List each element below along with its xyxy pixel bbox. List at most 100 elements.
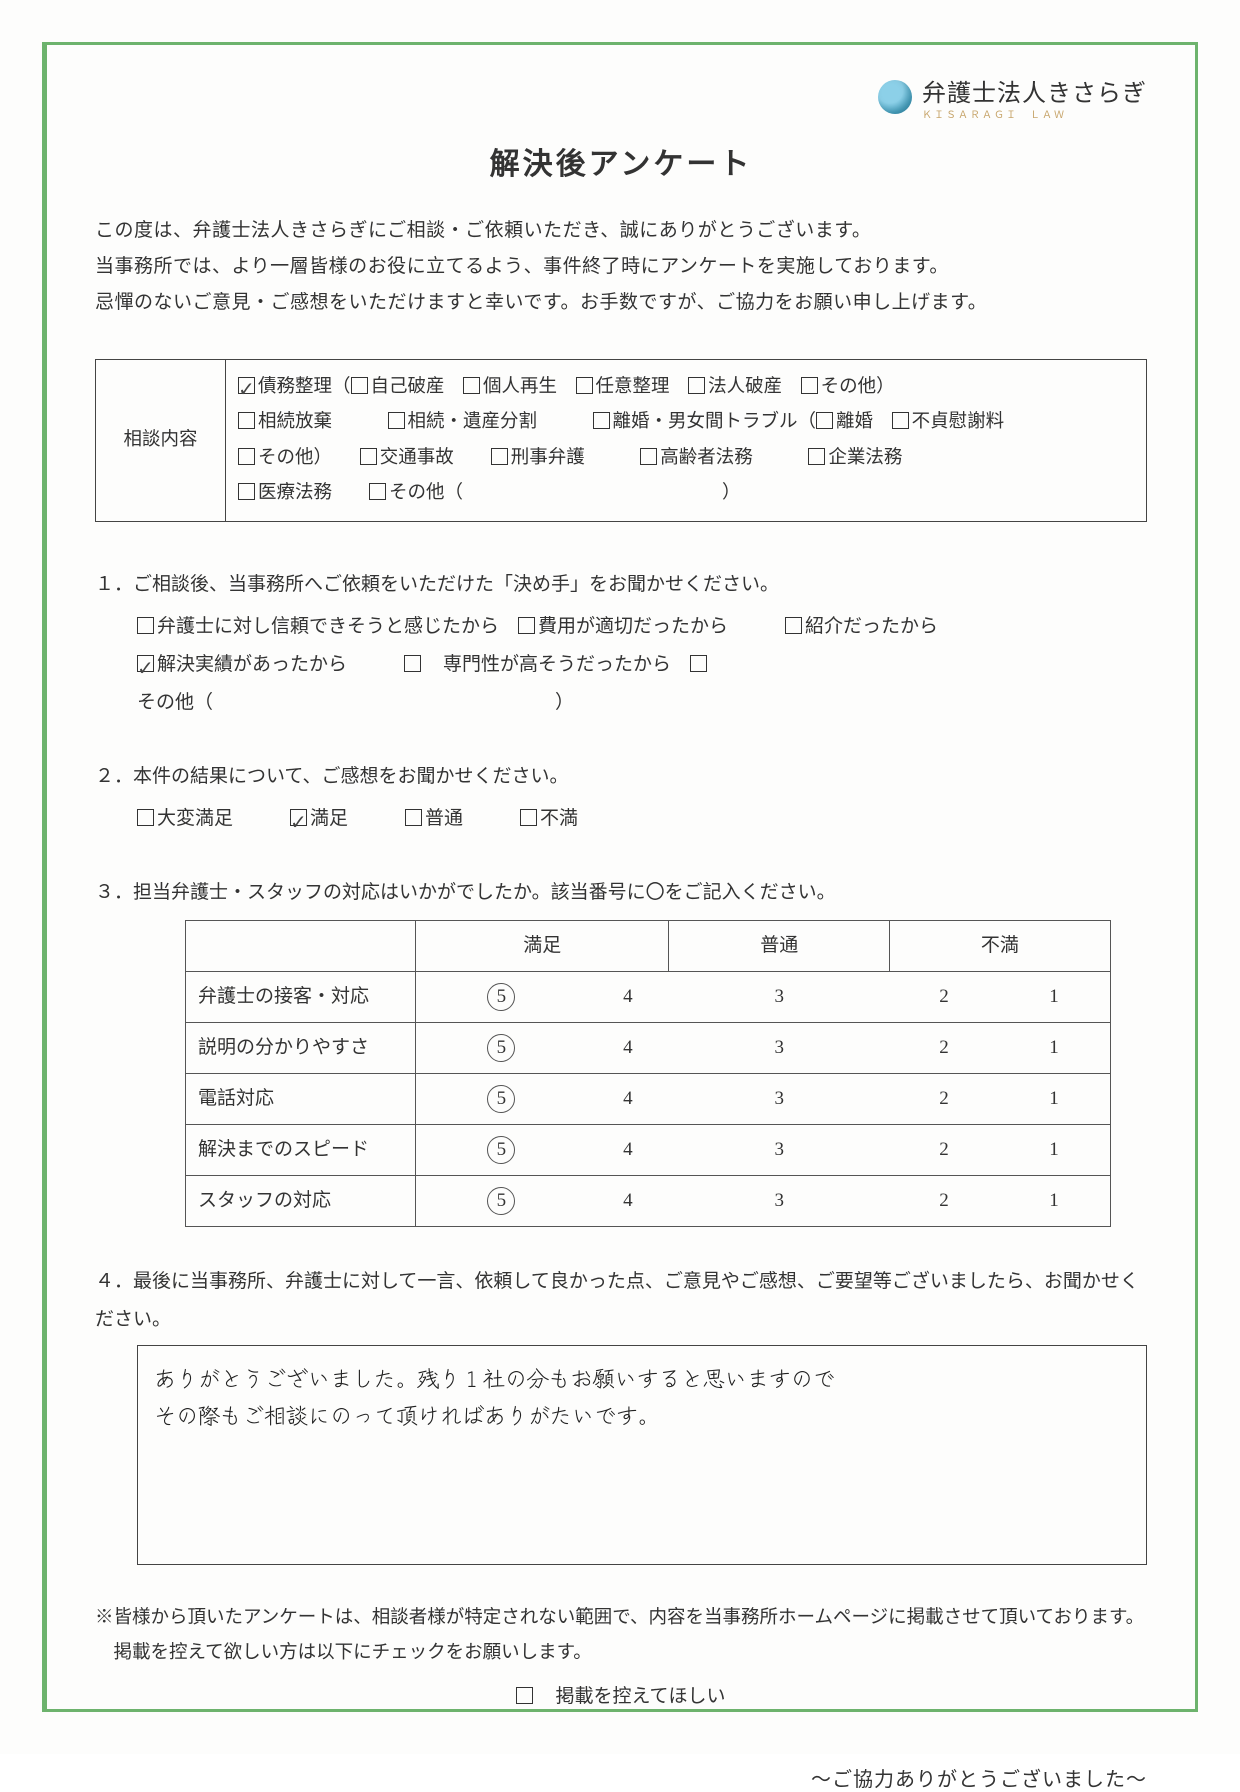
comment-box[interactable]: ありがとうございました。残り１社の分もお願いすると思いますので その際もご相談に…: [137, 1345, 1147, 1565]
checkbox-label: 医療法務: [258, 476, 369, 511]
rating-score-cell[interactable]: 3: [669, 1022, 890, 1073]
checkbox[interactable]: [238, 483, 255, 500]
rating-score-cell[interactable]: 2: [890, 971, 999, 1022]
q4-title: ４．最後に当事務所、弁護士に対して一言、依頼して良かった点、ご意見やご感想、ご要…: [95, 1263, 1147, 1339]
checkbox[interactable]: [238, 412, 255, 429]
checkbox-label: 法人破産: [708, 370, 801, 405]
rating-score-cell[interactable]: 1: [998, 1022, 1110, 1073]
consult-options: 債務整理（自己破産 個人再生 任意整理 法人破産 その他） 相続放棄 相続・遺産…: [226, 360, 1147, 522]
rating-score-cell[interactable]: 4: [587, 1124, 669, 1175]
checkbox[interactable]: [801, 377, 818, 394]
rating-score-cell[interactable]: 4: [587, 1022, 669, 1073]
checkbox[interactable]: [593, 412, 610, 429]
checkbox[interactable]: [137, 809, 154, 826]
withhold-row: 掲載を控えてほしい: [95, 1679, 1147, 1715]
checkbox[interactable]: [690, 655, 707, 672]
rating-row-label: スタッフの対応: [186, 1175, 416, 1226]
circled-score: 5: [487, 1187, 515, 1215]
checkbox[interactable]: [137, 617, 154, 634]
checkbox[interactable]: [238, 377, 255, 394]
checkbox[interactable]: [640, 448, 657, 465]
checkbox[interactable]: [404, 655, 421, 672]
checkbox-label: 債務整理（: [258, 370, 351, 405]
rating-score-cell[interactable]: 2: [890, 1124, 999, 1175]
rating-score-cell[interactable]: 2: [890, 1073, 999, 1124]
checkbox[interactable]: [520, 809, 537, 826]
checkbox[interactable]: [388, 412, 405, 429]
checkbox-label: 交通事故: [380, 441, 491, 476]
rating-row-label: 弁護士の接客・対応: [186, 971, 416, 1022]
checkbox[interactable]: [290, 809, 307, 826]
checkbox-label: 弁護士に対し信頼できそうと感じたから: [157, 608, 518, 646]
circled-score: 5: [487, 1085, 515, 1113]
intro-line-3: 忌憚のないご意見・ご感想をいただけますと幸いです。お手数ですが、ご協力をお願い申…: [95, 285, 1147, 321]
checkbox-label: 自己破産: [371, 370, 464, 405]
checkbox-label: その他（ ）: [389, 476, 741, 511]
checkbox[interactable]: [785, 617, 802, 634]
checkbox[interactable]: [405, 809, 422, 826]
checkbox-label: その他）: [821, 370, 895, 405]
page: 弁護士法人きさらぎ ＫＩＳＡＲＡＧＩ ＬＡＷ 解決後アンケート この度は、弁護士…: [0, 0, 1240, 1754]
checkbox[interactable]: [518, 617, 535, 634]
circled-score: 5: [487, 983, 515, 1011]
rating-score-cell[interactable]: 4: [587, 1175, 669, 1226]
checkbox-label: 相続・遺産分割: [408, 405, 593, 440]
q4-block: ４．最後に当事務所、弁護士に対して一言、依頼して良かった点、ご意見やご感想、ご要…: [95, 1263, 1147, 1565]
rating-row-label: 説明の分かりやすさ: [186, 1022, 416, 1073]
rating-score-cell[interactable]: 3: [669, 1073, 890, 1124]
rating-score-cell[interactable]: 3: [669, 971, 890, 1022]
q2-block: ２．本件の結果について、ご感想をお聞かせください。 大変満足 満足 普通 不満: [95, 758, 1147, 838]
checkbox-label: 費用が適切だったから: [538, 608, 785, 646]
rating-score-cell[interactable]: 5: [416, 1124, 587, 1175]
footer-note: ※皆様から頂いたアンケートは、相談者様が特定されない範囲で、内容を当事務所ホーム…: [95, 1601, 1147, 1715]
checkbox[interactable]: [369, 483, 386, 500]
checkbox[interactable]: [351, 377, 368, 394]
rating-score-cell[interactable]: 1: [998, 1175, 1110, 1226]
rating-score-cell[interactable]: 5: [416, 971, 587, 1022]
q3-block: ３．担当弁護士・スタッフの対応はいかがでしたか。該当番号に〇をご記入ください。 …: [95, 874, 1147, 1227]
rating-score-cell[interactable]: 1: [998, 971, 1110, 1022]
checkbox[interactable]: [491, 448, 508, 465]
rating-row: 弁護士の接客・対応 5 4321: [186, 971, 1111, 1022]
checkbox-label: 相続放棄: [258, 405, 388, 440]
rating-score-cell[interactable]: 5: [416, 1175, 587, 1226]
checkbox[interactable]: [238, 448, 255, 465]
withhold-label: 掲載を控えてほしい: [536, 1686, 725, 1707]
checkbox[interactable]: [137, 655, 154, 672]
rating-score-cell[interactable]: 5: [416, 1022, 587, 1073]
checkbox[interactable]: [892, 412, 909, 429]
checkbox-label: 離婚・男女間トラブル（: [613, 405, 817, 440]
rating-score-cell[interactable]: 4: [587, 971, 669, 1022]
rating-score-cell[interactable]: 3: [669, 1175, 890, 1226]
checkbox[interactable]: [688, 377, 705, 394]
rating-score-cell[interactable]: 1: [998, 1073, 1110, 1124]
checkbox-label: 離婚: [836, 405, 892, 440]
thanks-line: ～ご協力ありがとうございました～: [95, 1763, 1147, 1792]
rating-score-cell[interactable]: 5: [416, 1073, 587, 1124]
checkbox[interactable]: [360, 448, 377, 465]
checkbox[interactable]: [808, 448, 825, 465]
firm-name: 弁護士法人きさらぎ: [922, 73, 1147, 108]
checkbox[interactable]: [816, 412, 833, 429]
rating-score-cell[interactable]: 4: [587, 1073, 669, 1124]
rating-score-cell[interactable]: 2: [890, 1022, 999, 1073]
checkbox[interactable]: [576, 377, 593, 394]
checkbox-label: その他（ ）: [137, 684, 574, 722]
circled-score: 5: [487, 1136, 515, 1164]
footer-text: ※皆様から頂いたアンケートは、相談者様が特定されない範囲で、内容を当事務所ホーム…: [95, 1601, 1147, 1671]
handwriting-line-2: その際もご相談にのって頂ければありがたいです。: [154, 1397, 1130, 1434]
intro-block: この度は、弁護士法人きさらぎにご相談・ご依頼いただき、誠にありがとうございます。…: [95, 213, 1147, 321]
rating-row-label: 解決までのスピード: [186, 1124, 416, 1175]
rating-score-cell[interactable]: 1: [998, 1124, 1110, 1175]
withhold-checkbox[interactable]: [516, 1687, 533, 1704]
checkbox-label: 刑事弁護: [511, 441, 641, 476]
rating-table: 満足 普通 不満 弁護士の接客・対応54321説明の分かりやすさ54321電話対…: [185, 920, 1111, 1227]
checkbox-label: 専門性が高そうだったから: [424, 646, 690, 684]
circled-score: 5: [487, 1034, 515, 1062]
green-frame: 弁護士法人きさらぎ ＫＩＳＡＲＡＧＩ ＬＡＷ 解決後アンケート この度は、弁護士…: [42, 42, 1198, 1712]
rating-score-cell[interactable]: 2: [890, 1175, 999, 1226]
checkbox[interactable]: [463, 377, 480, 394]
rating-score-cell[interactable]: 3: [669, 1124, 890, 1175]
firm-sub: ＫＩＳＡＲＡＧＩ ＬＡＷ: [922, 106, 1147, 121]
checkbox-label: 普通: [425, 800, 520, 838]
